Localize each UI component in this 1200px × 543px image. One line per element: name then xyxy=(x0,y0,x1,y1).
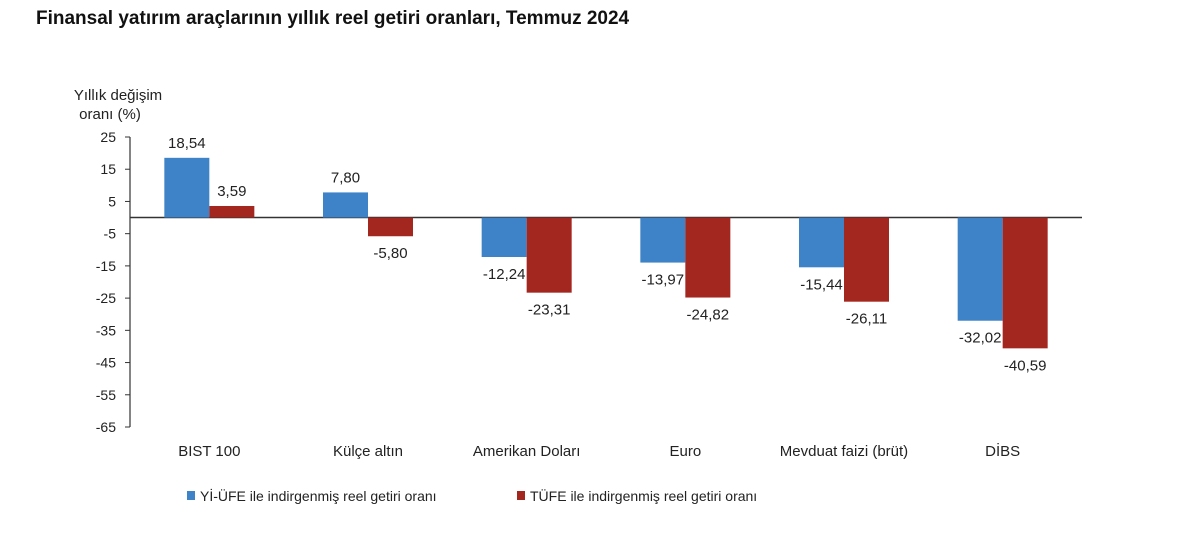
y-tick-label: 25 xyxy=(100,129,116,145)
category-label: Külçe altın xyxy=(333,443,403,460)
bar xyxy=(481,217,527,257)
bar xyxy=(844,217,889,302)
data-label: -13,97 xyxy=(642,272,685,289)
y-tick-label: -65 xyxy=(96,419,116,435)
chart-title: Finansal yatırım araçlarının yıllık reel… xyxy=(36,8,630,29)
legend-swatch xyxy=(517,491,525,500)
y-tick-label: -25 xyxy=(96,290,116,306)
category-label: Amerikan Doları xyxy=(473,443,581,460)
bar xyxy=(368,217,413,237)
category-labels: BIST 100 Külçe altın Amerikan Doları Euro Me… xyxy=(178,442,1020,460)
data-label: -24,82 xyxy=(687,307,730,324)
data-label: -32,02 xyxy=(959,330,1002,347)
data-label: 18,54 xyxy=(168,135,206,152)
category-label: BIST 100 xyxy=(178,443,240,460)
bar xyxy=(640,217,686,263)
bars xyxy=(164,157,1048,349)
data-label: 7,80 xyxy=(331,169,360,186)
axes: 25 15 5 -5 -15 -25 -35 -45 -55 -65 xyxy=(96,129,1082,435)
bar xyxy=(685,217,731,298)
legend-label: Yİ-ÜFE ile indirgenmiş reel getiri oranı xyxy=(200,487,437,504)
y-tick-label: 15 xyxy=(100,161,116,177)
bar xyxy=(209,205,255,218)
y-axis-label-line2: oranı (%) xyxy=(79,106,141,123)
data-label: -23,31 xyxy=(528,302,571,319)
data-labels: 18,54 3,59 7,80 -5,80 -12,24 -23,31 -13,97 -24,… xyxy=(168,135,1046,375)
y-tick-label: -35 xyxy=(96,322,116,338)
legend-swatch xyxy=(187,491,195,500)
y-axis-label-line1: Yıllık değişim xyxy=(74,87,162,104)
bar xyxy=(164,157,210,218)
y-tick-label: -15 xyxy=(96,258,116,274)
y-tick-label: -5 xyxy=(104,226,117,242)
bar xyxy=(323,192,368,218)
bar xyxy=(799,217,844,268)
category-label: DİBS xyxy=(985,442,1020,460)
y-tick-label: -45 xyxy=(96,355,116,371)
data-label: -12,24 xyxy=(483,266,526,283)
bar xyxy=(526,217,572,293)
legend: Yİ-ÜFE ile indirgenmiş reel getiri oranı… xyxy=(187,487,757,504)
data-label: -40,59 xyxy=(1004,357,1047,374)
y-tick-label: 5 xyxy=(108,193,116,209)
category-label: Euro xyxy=(669,443,701,460)
y-tick-label: -55 xyxy=(96,387,116,403)
bar xyxy=(957,217,1003,321)
legend-label: TÜFE ile indirgenmiş reel getiri oranı xyxy=(530,487,757,504)
bar xyxy=(1002,217,1048,349)
data-label: -26,11 xyxy=(846,311,887,328)
data-label: -15,44 xyxy=(800,276,843,293)
data-label: 3,59 xyxy=(217,183,246,200)
category-label: Mevduat faizi (brüt) xyxy=(780,443,908,460)
data-label: -5,80 xyxy=(373,245,407,262)
